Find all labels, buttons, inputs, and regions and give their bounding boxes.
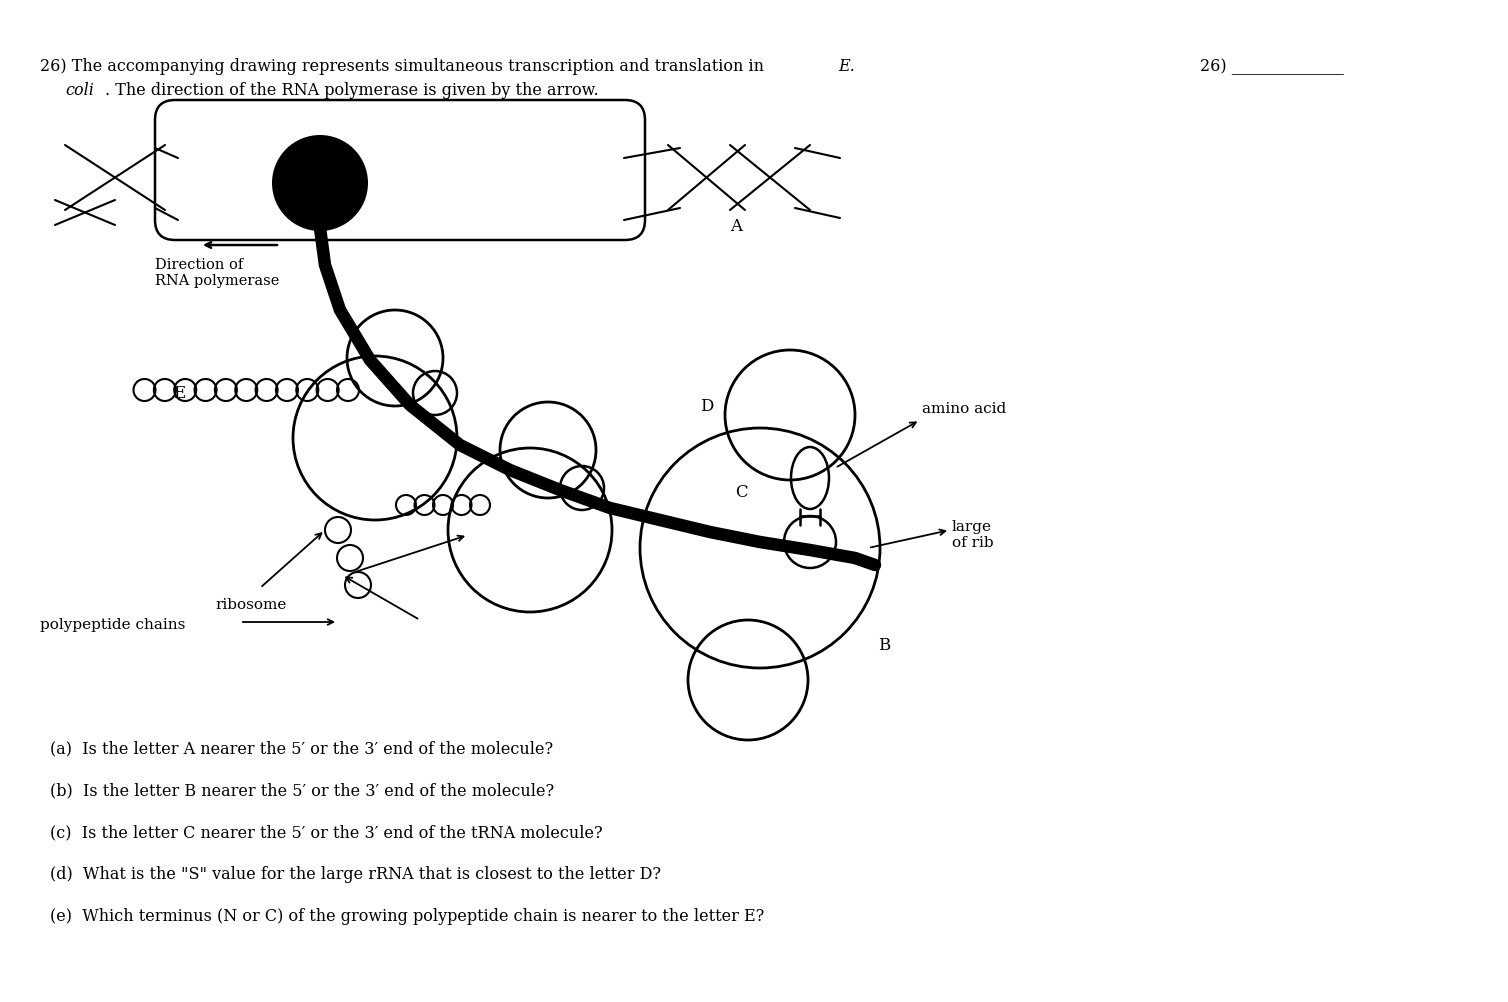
Text: (c)  Is the letter C nearer the 5′ or the 3′ end of the tRNA molecule?: (c) Is the letter C nearer the 5′ or the…	[50, 824, 603, 841]
Text: Direction of
RNA polymerase: Direction of RNA polymerase	[155, 258, 279, 289]
Text: 26) ______________: 26) ______________	[1200, 58, 1344, 75]
Text: large
of rib: large of rib	[952, 520, 994, 550]
Text: B: B	[878, 636, 890, 653]
Text: C: C	[736, 484, 748, 501]
Text: (a)  Is the letter A nearer the 5′ or the 3′ end of the molecule?: (a) Is the letter A nearer the 5′ or the…	[50, 740, 553, 757]
Text: polypeptide chains: polypeptide chains	[41, 618, 185, 632]
Text: coli: coli	[65, 82, 93, 99]
Text: E.: E.	[838, 58, 855, 75]
Text: . The direction of the RNA polymerase is given by the arrow.: . The direction of the RNA polymerase is…	[106, 82, 599, 99]
Text: E: E	[173, 385, 185, 402]
Circle shape	[271, 135, 368, 231]
Text: ribosome: ribosome	[216, 598, 287, 612]
Text: D: D	[700, 398, 713, 415]
Text: amino acid: amino acid	[921, 402, 1006, 416]
FancyBboxPatch shape	[155, 100, 645, 240]
Text: (d)  What is the "S" value for the large rRNA that is closest to the letter D?: (d) What is the "S" value for the large …	[50, 866, 661, 883]
Text: 26) The accompanying drawing represents simultaneous transcription and translati: 26) The accompanying drawing represents …	[41, 58, 769, 75]
Text: (e)  Which terminus (N or C) of the growing polypeptide chain is nearer to the l: (e) Which terminus (N or C) of the growi…	[50, 908, 765, 925]
Text: A: A	[730, 218, 742, 235]
Text: (b)  Is the letter B nearer the 5′ or the 3′ end of the molecule?: (b) Is the letter B nearer the 5′ or the…	[50, 782, 553, 799]
